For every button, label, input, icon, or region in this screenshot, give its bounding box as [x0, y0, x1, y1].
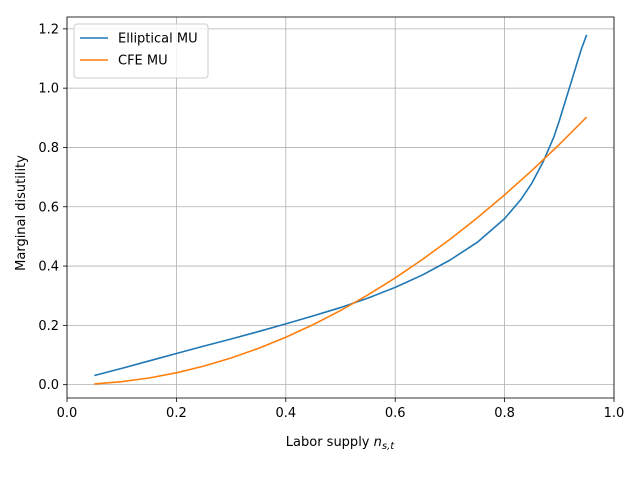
y-tick-label: 1.2 [38, 22, 59, 37]
y-tick-label: 0.6 [38, 200, 59, 215]
legend-label: CFE MU [118, 54, 168, 69]
x-axis-label-math: n [374, 435, 382, 450]
y-tick-label: 0.0 [38, 378, 59, 393]
series-line-elliptical-mu [94, 34, 588, 377]
y-tick-label: 0.8 [38, 141, 59, 156]
series-lines [94, 34, 588, 385]
x-tick-label: 0.4 [275, 406, 296, 421]
legend-label: Elliptical MU [118, 32, 198, 47]
legend: Elliptical MU CFE MU [73, 23, 209, 79]
y-tick-label: 0.4 [38, 260, 59, 275]
grid [66, 17, 615, 398]
series-line-cfe-mu [94, 116, 588, 385]
y-axis-label: Marginal disutility [14, 155, 29, 271]
x-tick-label: 0.8 [494, 406, 515, 421]
plot-frame [66, 16, 615, 399]
y-axis-ticks: 0.0 0.2 0.4 0.6 0.8 1.0 1.2 [38, 22, 67, 393]
x-tick-label: 0.6 [385, 406, 406, 421]
x-axis-label-subscript: s,t [382, 441, 395, 452]
y-tick-label: 0.2 [38, 319, 59, 334]
y-tick-label: 1.0 [38, 82, 59, 97]
x-tick-label: 0.2 [166, 406, 187, 421]
x-tick-label: 1.0 [604, 406, 625, 421]
x-tick-label: 0.0 [57, 406, 78, 421]
x-axis-ticks: 0.0 0.2 0.4 0.6 0.8 1.0 [57, 398, 625, 421]
x-axis-label-text: Labor supply [286, 435, 374, 450]
x-axis-label: Labor supply ns,t [286, 435, 395, 452]
